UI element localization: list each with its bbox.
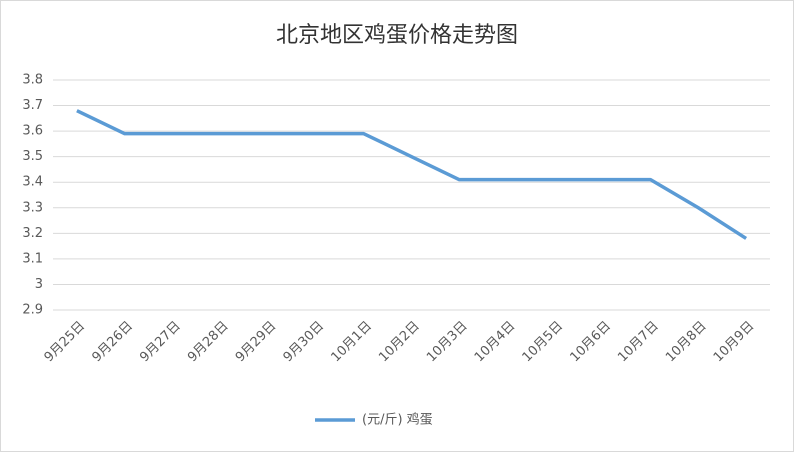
y-tick-label: 3.5: [22, 149, 43, 164]
chart-title: 北京地区鸡蛋价格走势图: [276, 23, 518, 48]
y-tick-label: 3: [35, 277, 43, 292]
y-tick-label: 3.2: [22, 226, 43, 241]
line: [76, 109, 748, 240]
y-tick-label: 3.7: [22, 98, 43, 113]
y-tick-label: 3.3: [22, 200, 43, 215]
y-tick-label: 3.8: [22, 73, 43, 88]
y-tick-label: 2.9: [22, 303, 43, 318]
y-tick-label: 3.1: [22, 251, 43, 266]
legend-label: (元/斤) 鸡蛋: [362, 412, 433, 428]
y-tick-label: 3.4: [22, 175, 43, 190]
y-tick-label: 3.6: [22, 124, 43, 139]
